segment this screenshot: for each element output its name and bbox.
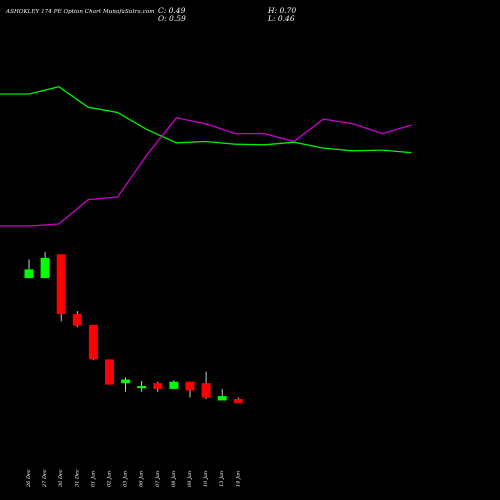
candle-body-5 bbox=[105, 359, 114, 385]
line-series-1 bbox=[0, 117, 412, 227]
candle-body-0 bbox=[24, 269, 34, 279]
candle-body-11 bbox=[201, 383, 211, 398]
x-tick-label: 09 Jan bbox=[187, 471, 193, 487]
x-tick-label: 07 Jan bbox=[155, 471, 161, 487]
candle-body-12 bbox=[217, 396, 227, 401]
x-tick-label: 14 Jan bbox=[235, 471, 241, 487]
high-value: H: 0.70 bbox=[268, 6, 297, 15]
x-tick-label: 31 Dec bbox=[74, 469, 80, 487]
candle-body-6 bbox=[121, 379, 131, 384]
candle-body-9 bbox=[169, 381, 179, 389]
candle-body-4 bbox=[88, 324, 98, 360]
x-tick-label: 08 Jan bbox=[171, 471, 177, 487]
low-value: L: 0.46 bbox=[268, 14, 295, 23]
candle-body-2 bbox=[56, 254, 66, 315]
x-tick-label: 10 Jan bbox=[203, 471, 209, 487]
open-value: O: 0.59 bbox=[158, 14, 186, 23]
x-tick-label: 02 Jan bbox=[107, 471, 113, 487]
x-tick-label: 06 Jan bbox=[139, 471, 145, 487]
candle-body-8 bbox=[153, 383, 163, 389]
candle-body-10 bbox=[185, 381, 195, 391]
x-tick-label: 03 Jan bbox=[123, 471, 129, 487]
x-tick-label: 30 Dec bbox=[58, 469, 64, 487]
candle-body-3 bbox=[72, 314, 82, 326]
candle-body-13 bbox=[233, 399, 243, 404]
x-tick-label: 27 Dec bbox=[42, 469, 48, 488]
x-tick-label: 01 Jan bbox=[90, 471, 96, 487]
candle-body-7 bbox=[137, 386, 147, 389]
chart-title: ASHOKLEY 174 PE Option Chart MunafaSutra… bbox=[6, 9, 155, 15]
close-value: C: 0.49 bbox=[158, 6, 186, 15]
line-series-0 bbox=[0, 85, 412, 154]
candle-body-1 bbox=[40, 257, 50, 279]
x-tick-label: 26 Dec bbox=[26, 469, 32, 488]
x-tick-label: 13 Jan bbox=[219, 471, 225, 487]
